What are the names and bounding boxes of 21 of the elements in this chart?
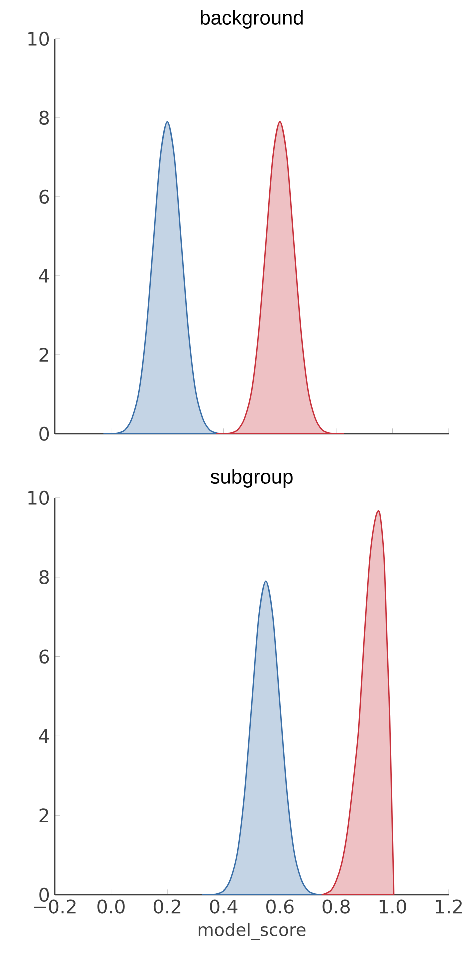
x-axis-title: model_score <box>198 922 306 940</box>
y-tick-label: 4 <box>39 729 50 744</box>
chart-title: subgroup <box>210 469 293 488</box>
y-tick-label: 6 <box>40 650 49 664</box>
y-tick-label: 4 <box>39 269 50 283</box>
y-tick-label: 2 <box>40 348 48 362</box>
y-tick-label: 8 <box>40 570 49 584</box>
y-tick-label: 10 <box>28 490 49 506</box>
y-tick-label: 6 <box>40 190 49 204</box>
x-tick-label: 0.6 <box>266 900 294 914</box>
y-tick-label: 2 <box>40 808 48 823</box>
x-tick-label: 0.2 <box>154 900 180 914</box>
x-tick-label: 0.4 <box>210 900 238 914</box>
x-tick-label: 1.0 <box>380 900 406 914</box>
x-tick-label: 1.2 <box>436 900 462 914</box>
y-tick-label: 0 <box>40 426 49 442</box>
y-tick-label: 8 <box>40 110 49 126</box>
y-tick-label: 10 <box>28 32 49 46</box>
chart-title: background <box>200 10 303 29</box>
x-tick-label: 0.0 <box>98 900 125 914</box>
x-tick-label: 0.8 <box>322 900 350 914</box>
